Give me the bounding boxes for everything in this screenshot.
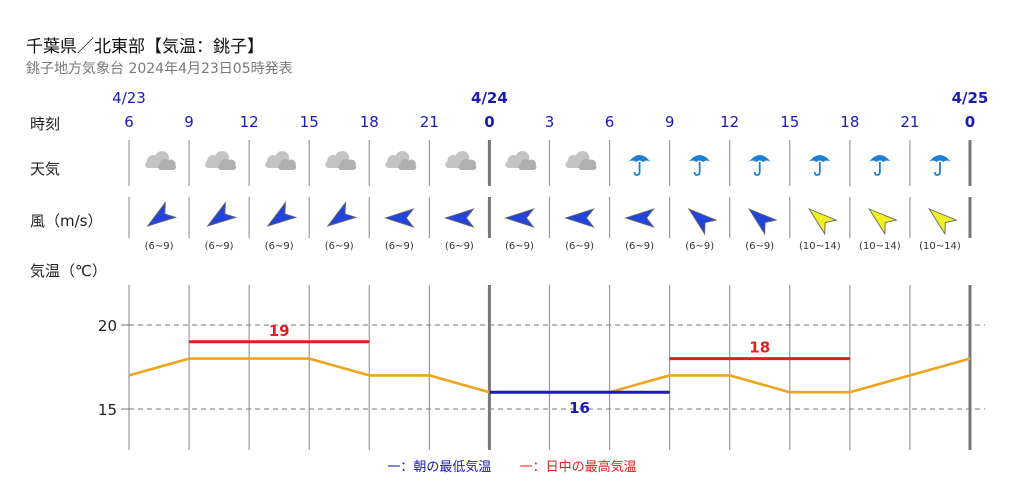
time-tick-label: 15 xyxy=(780,113,799,131)
cloud-icon xyxy=(385,151,417,170)
page-title: 千葉県／北東部【気温：銚子】 xyxy=(26,37,264,57)
y-tick-label: 15 xyxy=(98,401,117,419)
time-tick-label: 21 xyxy=(900,113,919,131)
wind-arrow-icon xyxy=(564,208,595,228)
wind-arrow-icon xyxy=(266,201,298,227)
wind-arrow-icon xyxy=(206,201,238,227)
wind-arrow-icon xyxy=(503,208,535,228)
time-tick-label: 18 xyxy=(840,113,859,131)
wind-arrow-icon xyxy=(687,208,718,236)
wind-speed-label: (6~9) xyxy=(685,241,714,252)
wind-speed-label: (10~14) xyxy=(859,241,901,252)
time-tick-label: 21 xyxy=(420,113,439,131)
time-tick-label: 9 xyxy=(184,113,194,131)
wind-speed-label: (10~14) xyxy=(919,241,961,252)
date-label: 4/25 xyxy=(952,89,989,107)
umbrella-icon xyxy=(868,155,891,176)
wind-arrow-icon xyxy=(383,208,415,228)
time-tick-label: 9 xyxy=(665,113,675,131)
wind-arrow-icon xyxy=(928,208,958,236)
wind-speed-label: (6~9) xyxy=(745,241,774,252)
wind-arrow-icon xyxy=(624,208,655,228)
cloud-icon xyxy=(565,151,597,170)
row-label-temp: 気温（℃） xyxy=(30,262,107,280)
cloud-icon xyxy=(265,151,297,170)
cloud-icon xyxy=(325,151,357,170)
wind-arrow-icon xyxy=(443,208,475,228)
wind-arrow-icon xyxy=(747,208,778,236)
wind-speed-label: (6~9) xyxy=(325,241,354,252)
time-tick-label: 0 xyxy=(484,113,494,131)
legend-max-temp: 一：日中の最高気温 xyxy=(519,460,637,475)
wind-speed-label: (6~9) xyxy=(445,241,474,252)
time-tick-label: 0 xyxy=(965,113,975,131)
time-tick-label: 12 xyxy=(720,113,739,131)
row-label-weather: 天気 xyxy=(30,160,60,178)
wind-speed-label: (6~9) xyxy=(145,241,174,252)
cloud-icon xyxy=(505,151,537,170)
time-tick-label: 6 xyxy=(605,113,615,131)
wind-arrow-icon xyxy=(326,201,358,227)
y-tick-label: 20 xyxy=(98,317,117,335)
weather-icons xyxy=(145,151,951,176)
date-labels: 4/23 4/24 4/25 xyxy=(112,89,988,107)
umbrella-icon xyxy=(808,155,831,176)
time-tick-label: 18 xyxy=(360,113,379,131)
wind-speed-label: (6~9) xyxy=(385,241,414,252)
row-label-time: 時刻 xyxy=(30,115,60,133)
min-temp-label: 16 xyxy=(569,399,590,417)
umbrella-icon xyxy=(688,155,711,176)
cloud-icon xyxy=(145,151,177,170)
umbrella-icon xyxy=(628,155,651,176)
temperature-plot: 19 18 16 xyxy=(128,322,971,417)
wind-speed-label: (6~9) xyxy=(625,241,654,252)
max-temp-label: 18 xyxy=(749,339,770,357)
legend: 一：朝の最低気温 一：日中の最高気温 xyxy=(0,456,1024,475)
date-label: 4/24 xyxy=(471,89,508,107)
wind-speed-label: (6~9) xyxy=(265,241,294,252)
issuer-subtitle: 銚子地方気象台 2024年4月23日05時発表 xyxy=(26,61,293,77)
umbrella-icon xyxy=(748,155,771,176)
time-tick-labels: 6 9 12 15 18 21 0 3 6 9 12 15 18 21 0 xyxy=(124,113,975,131)
time-tick-label: 15 xyxy=(300,113,319,131)
wind-arrows: (6~9) (6~9) (6~9) (6~9) (6~9) (6~9) (6~9) (6~9)… xyxy=(145,201,961,252)
date-label: 4/23 xyxy=(112,89,146,107)
umbrella-icon xyxy=(928,155,951,176)
wind-speed-label: (10~14) xyxy=(799,241,841,252)
wind-arrow-icon xyxy=(146,201,178,227)
max-temp-label: 19 xyxy=(269,322,290,340)
cloud-icon xyxy=(205,151,237,170)
wind-speed-label: (6~9) xyxy=(505,241,534,252)
wind-arrow-icon xyxy=(868,208,898,236)
cloud-icon xyxy=(445,151,477,170)
row-label-wind: 風（m/s） xyxy=(30,212,102,230)
wind-arrow-icon xyxy=(807,208,838,236)
wind-speed-label: (6~9) xyxy=(565,241,594,252)
time-tick-label: 12 xyxy=(240,113,259,131)
time-tick-label: 3 xyxy=(545,113,555,131)
wind-speed-label: (6~9) xyxy=(205,241,234,252)
legend-min-temp: 一：朝の最低気温 xyxy=(387,460,492,475)
time-tick-label: 6 xyxy=(124,113,134,131)
